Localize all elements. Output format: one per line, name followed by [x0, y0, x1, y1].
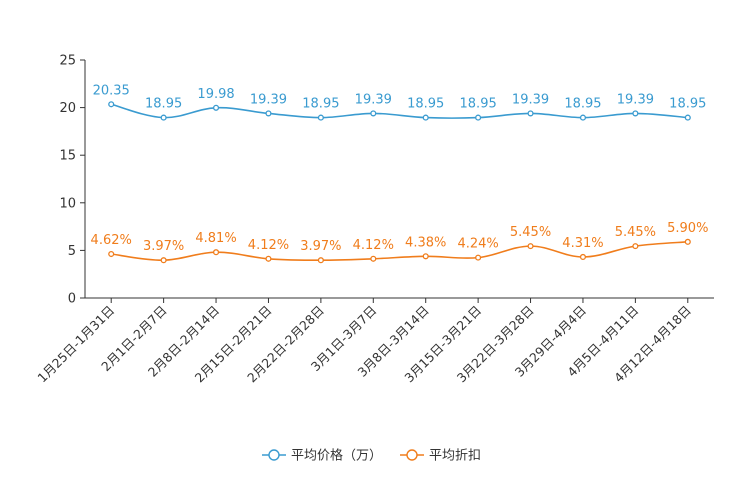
x-tick-label: 1月25日-1月31日: [34, 303, 117, 386]
y-tick-label: 5: [68, 244, 76, 259]
y-tick-label: 20: [59, 101, 76, 116]
y-tick-label: 0: [68, 292, 76, 307]
data-label: 18.95: [145, 97, 182, 112]
data-point: [160, 114, 167, 121]
data-label: 5.90%: [667, 221, 708, 236]
data-label: 3.97%: [300, 239, 341, 254]
data-label: 5.45%: [615, 225, 656, 240]
data-point: [475, 254, 482, 261]
legend: 平均价格（万） 平均折扣: [262, 448, 481, 464]
data-point: [265, 110, 272, 117]
data-point: [212, 104, 220, 111]
data-point: [527, 110, 534, 117]
data-point: [160, 257, 167, 264]
data-label: 18.95: [407, 97, 444, 112]
data-label: 18.95: [564, 97, 601, 112]
series-2: 4.62% 3.97% 4.81% 4.12% 3.97% 4.12% 4.38% 4.24%…: [91, 221, 708, 264]
legend-marker: [406, 449, 418, 461]
data-point: [370, 255, 377, 262]
data-point: [370, 110, 377, 117]
data-point: [579, 253, 587, 261]
data-point: [684, 114, 691, 121]
data-label: 4.81%: [195, 231, 236, 246]
data-point: [684, 238, 691, 245]
data-label: 4.12%: [248, 238, 289, 253]
data-point: [317, 114, 324, 121]
data-point: [475, 114, 482, 121]
data-label: 4.38%: [405, 235, 446, 250]
data-label: 18.95: [669, 97, 706, 112]
data-point: [422, 114, 429, 121]
data-label: 4.12%: [353, 238, 394, 253]
data-label: 19.39: [512, 92, 549, 107]
data-point: [265, 255, 272, 262]
data-label: 18.95: [460, 97, 497, 112]
data-label: 3.97%: [143, 239, 184, 254]
data-point: [422, 253, 429, 260]
legend-label: 平均价格（万）: [291, 448, 382, 464]
data-point: [632, 243, 639, 250]
y-tick-label: 25: [59, 54, 76, 69]
series-line: [111, 103, 688, 119]
legend-item-2: 平均折扣: [400, 449, 481, 464]
series-line: [111, 241, 688, 262]
data-point: [108, 250, 115, 258]
data-label: 4.31%: [562, 236, 603, 251]
legend-label: 平均折扣: [429, 449, 481, 464]
data-point: [212, 249, 220, 256]
data-point: [108, 101, 115, 108]
y-tick-label: 10: [59, 196, 76, 211]
data-point: [317, 257, 324, 264]
data-label: 4.62%: [91, 233, 132, 248]
data-label: 19.39: [617, 92, 654, 107]
data-label: 4.24%: [457, 237, 498, 252]
data-label: 18.95: [302, 97, 339, 112]
data-label: 19.98: [197, 87, 234, 102]
data-point: [527, 243, 534, 250]
data-label: 20.35: [93, 83, 130, 98]
series-1: 20.35 18.95 19.98 19.39 18.95 19.39 18.95 18.95…: [93, 83, 706, 121]
data-label: 5.45%: [510, 225, 551, 240]
legend-marker: [268, 449, 280, 461]
data-label: 19.39: [355, 92, 392, 107]
data-point: [579, 114, 587, 121]
legend-item-1: 平均价格（万）: [262, 448, 382, 464]
data-label: 19.39: [250, 92, 287, 107]
data-point: [632, 110, 639, 117]
y-tick-label: 15: [59, 149, 76, 164]
